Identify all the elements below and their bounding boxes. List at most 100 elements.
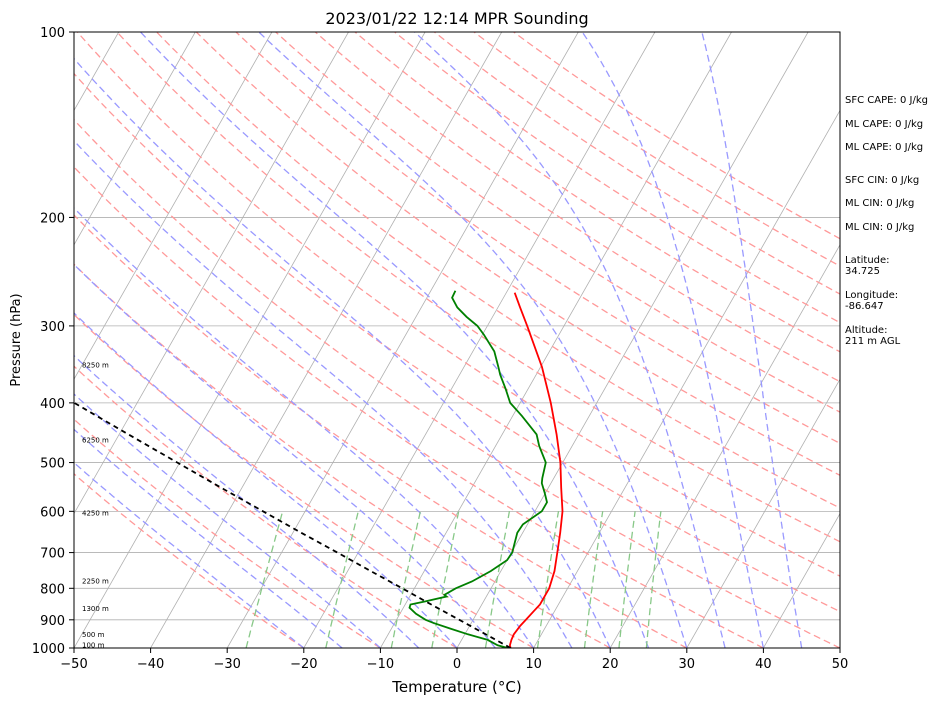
y-tick-label: 600 [40,505,65,520]
isotherm-line [74,32,426,648]
x-tick-label: −50 [60,657,87,672]
x-tick-label: 0 [453,657,461,672]
dry-adiabat-line [354,32,840,353]
moist-adiabat-line [74,139,573,648]
isotherm-line [533,109,840,648]
y-tick-label: 100 [40,26,65,41]
latitude-label: Latitude: [845,255,890,266]
moist-adiabat-line [701,32,803,648]
sfc-cin-text: SFC CIN: 0 J/kg [845,175,920,186]
isotherm-line [456,32,809,648]
moist-adiabat-line [74,312,458,648]
dry-adiabat-line [275,32,840,413]
mixing-ratio-line [618,511,636,648]
isotherm-line [226,32,579,648]
dry-adiabat-line [116,32,840,543]
dry-adiabat-line [195,32,840,476]
x-tick-label: −20 [290,657,317,672]
dry-adiabat-line [433,32,840,295]
moist-adiabat-line [74,461,305,648]
isotherm-line [763,512,840,648]
dry-adiabat-line [74,214,688,648]
x-tick-label: −10 [367,657,394,672]
sounding-info-panel: SFC CAPE: 0 J/kg ML CAPE: 0 J/kg ML CAPE… [845,0,945,705]
y-tick-label: 400 [40,397,65,412]
ml-cape-text-2: ML CAPE: 0 J/kg [845,142,924,153]
moist-adiabat-line [258,32,688,648]
parcel-profile-line [74,401,512,648]
dry-adiabat-line [314,32,840,383]
moist-adiabat-line [74,207,535,648]
height-label: 4250 m [82,510,109,518]
latitude-value: 34.725 [845,266,880,277]
temperature-profile-line [508,292,564,648]
isotherm-line [74,32,196,246]
dry-adiabat-line [74,473,305,648]
x-axis-label: Temperature (°C) [391,678,521,696]
x-tick-label: 20 [602,657,619,672]
ml-cin-text: ML CIN: 0 J/kg [845,198,915,209]
y-axis-label: Pressure (hPa) [9,293,24,386]
height-label: 1300 m [82,605,109,613]
axis-ticks: 100 m 500 m 1300 m 2250 m 4250 m 6250 m 8250 m… [32,26,848,672]
background-lines [74,32,840,648]
height-label: 2250 m [82,578,109,586]
moist-adiabat-line [74,263,496,648]
sounding-profiles [74,290,564,648]
x-tick-label: 10 [525,657,542,672]
dry-adiabat-line [235,32,840,445]
isotherm-line [74,32,273,381]
dry-adiabat-line [74,418,381,648]
mixing-ratio-line [245,511,284,648]
mixing-ratio-line [583,511,604,648]
mixing-ratio-line [325,511,359,648]
isotherm-line [609,244,840,648]
height-label: 8250 m [82,362,109,370]
isotherm-line [74,32,349,515]
altitude-value: 211 m AGL [845,336,901,347]
moist-adiabat-line [581,32,765,648]
plot-frame [73,31,841,649]
dry-adiabat-line [74,365,458,648]
moist-adiabat-line [74,57,611,648]
dewpoint-profile-line [408,290,548,648]
isotherm-line [686,378,840,648]
isotherm-line [380,32,732,648]
longitude-label: Longitude: [845,290,899,301]
y-tick-label: 700 [40,547,65,562]
isotherm-line [303,32,656,648]
sfc-cape-text: SFC CAPE: 0 J/kg [845,95,928,106]
x-tick-label: −40 [137,657,164,672]
y-tick-label: 900 [40,614,65,629]
moist-adiabat-line [74,393,381,648]
y-tick-label: 200 [40,211,65,226]
moist-adiabat-line [414,32,726,648]
y-tick-label: 1000 [32,642,65,657]
y-tick-label: 500 [40,457,65,472]
x-tick-label: 30 [679,657,696,672]
moist-adiabat-line [74,428,343,648]
x-tick-label: 50 [832,657,849,672]
mixing-ratio-line [484,511,511,648]
dry-adiabat-line [74,263,611,648]
altitude-label: Altitude: [845,325,888,336]
ml-cin-text-2: ML CIN: 0 J/kg [845,222,915,233]
dry-adiabat-line [74,118,840,648]
dry-adiabat-line [76,32,840,577]
height-label: 100 m [82,641,105,649]
mixing-ratio-line [536,511,560,648]
x-tick-label: 40 [755,657,772,672]
mixing-ratio-line [431,511,460,648]
x-tick-label: −30 [213,657,240,672]
moist-adiabat-line [140,32,650,648]
dry-adiabat-line [74,166,764,648]
height-label: 500 m [82,631,105,639]
height-label: 6250 m [82,436,109,444]
dry-adiabat-line [74,72,840,613]
mixing-ratio-line [645,511,662,648]
moist-adiabat-line [74,354,420,648]
y-tick-label: 800 [40,582,65,597]
dry-adiabat-line [394,32,840,324]
longitude-value: -86.647 [845,301,884,312]
